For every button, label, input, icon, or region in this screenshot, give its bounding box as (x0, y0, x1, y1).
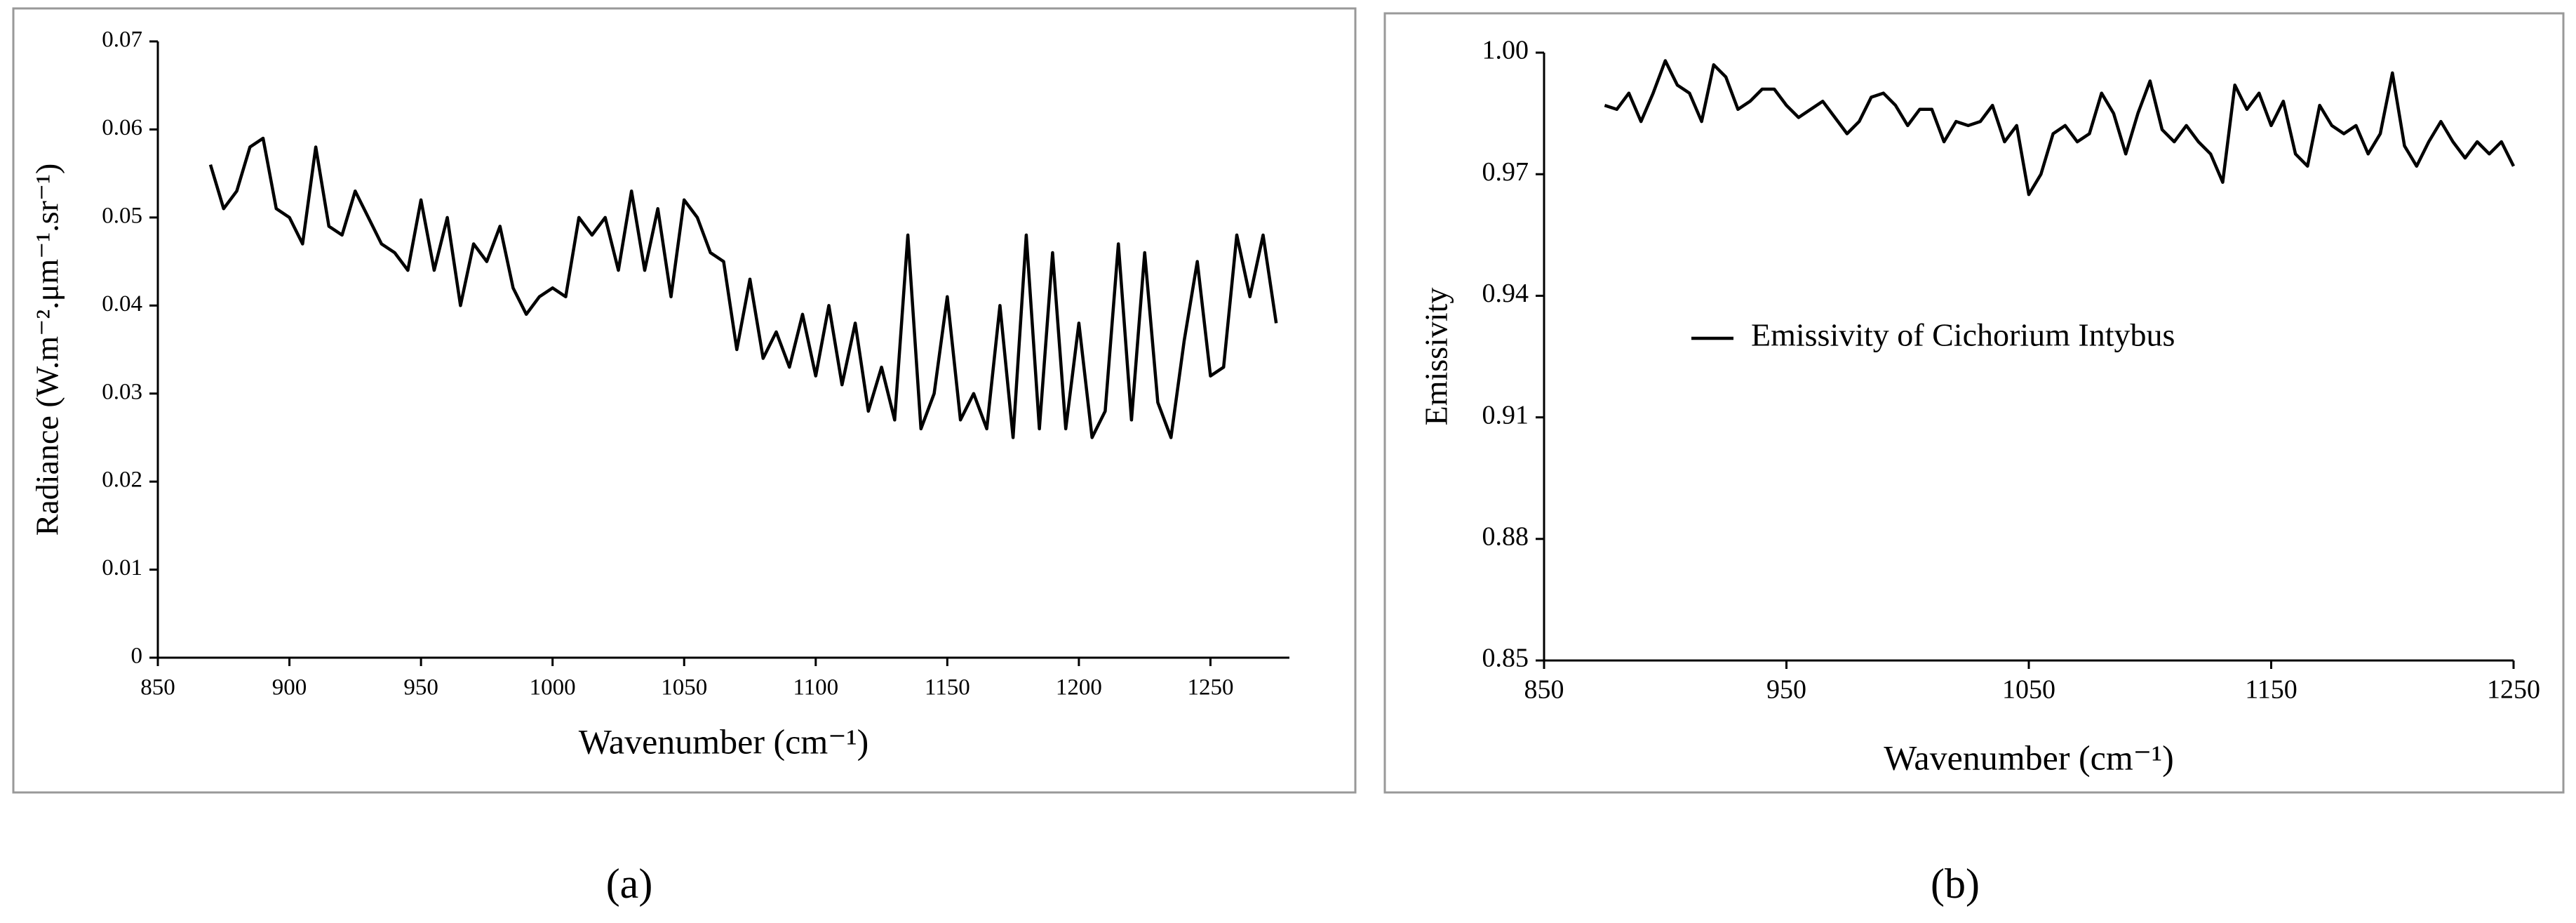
x-tick-label: 950 (403, 675, 438, 700)
y-tick-label: 0.02 (102, 467, 142, 493)
x-tick-label: 1100 (793, 675, 838, 700)
x-tick-label: 1200 (1056, 675, 1102, 700)
y-tick-label: 0.01 (102, 555, 142, 580)
y-tick-label: 0.97 (1482, 157, 1529, 187)
panel-frame (12, 7, 1357, 794)
x-tick-label: 1050 (661, 675, 707, 700)
panel-frame (1383, 12, 2565, 794)
x-axis-title: Wavenumber (cm⁻¹) (579, 722, 869, 761)
x-tick-label: 1150 (2245, 675, 2297, 705)
y-tick-label: 0.85 (1482, 644, 1529, 673)
y-tick-label: 0.88 (1482, 522, 1529, 552)
x-tick-label: 1250 (2487, 675, 2540, 705)
y-tick-label: 0.04 (102, 291, 142, 317)
x-tick-label: 1150 (925, 675, 970, 700)
data-line (1604, 59, 2516, 197)
y-tick-label: 0 (131, 644, 143, 669)
y-axis-title: Radiance (W.m⁻².μm⁻¹.sr⁻¹) (29, 164, 65, 536)
panel-caption: (b) (1931, 861, 1980, 907)
x-tick-label: 1000 (530, 675, 576, 700)
x-tick-label: 1250 (1187, 675, 1233, 700)
y-tick-label: 0.03 (102, 379, 142, 404)
y-tick-label: 1.00 (1482, 36, 1529, 65)
y-tick-label: 0.94 (1482, 279, 1529, 308)
x-tick-label: 1050 (2002, 675, 2055, 705)
x-tick-label: 850 (1524, 675, 1564, 705)
x-tick-label: 900 (272, 675, 307, 700)
panel-caption: (a) (606, 861, 653, 907)
y-tick-label: 0.07 (102, 27, 142, 53)
x-axis-title: Wavenumber (cm⁻¹) (1884, 738, 2174, 777)
y-axis-title: Emissivity (1418, 288, 1454, 426)
y-tick-label: 0.91 (1482, 400, 1529, 430)
x-tick-label: 850 (140, 675, 175, 700)
data-line (208, 136, 1278, 439)
y-tick-label: 0.05 (102, 203, 142, 228)
x-tick-label: 950 (1766, 675, 1806, 705)
y-tick-label: 0.06 (102, 115, 142, 140)
legend-label: Emissivity of Cichorium Intybus (1751, 317, 2175, 353)
